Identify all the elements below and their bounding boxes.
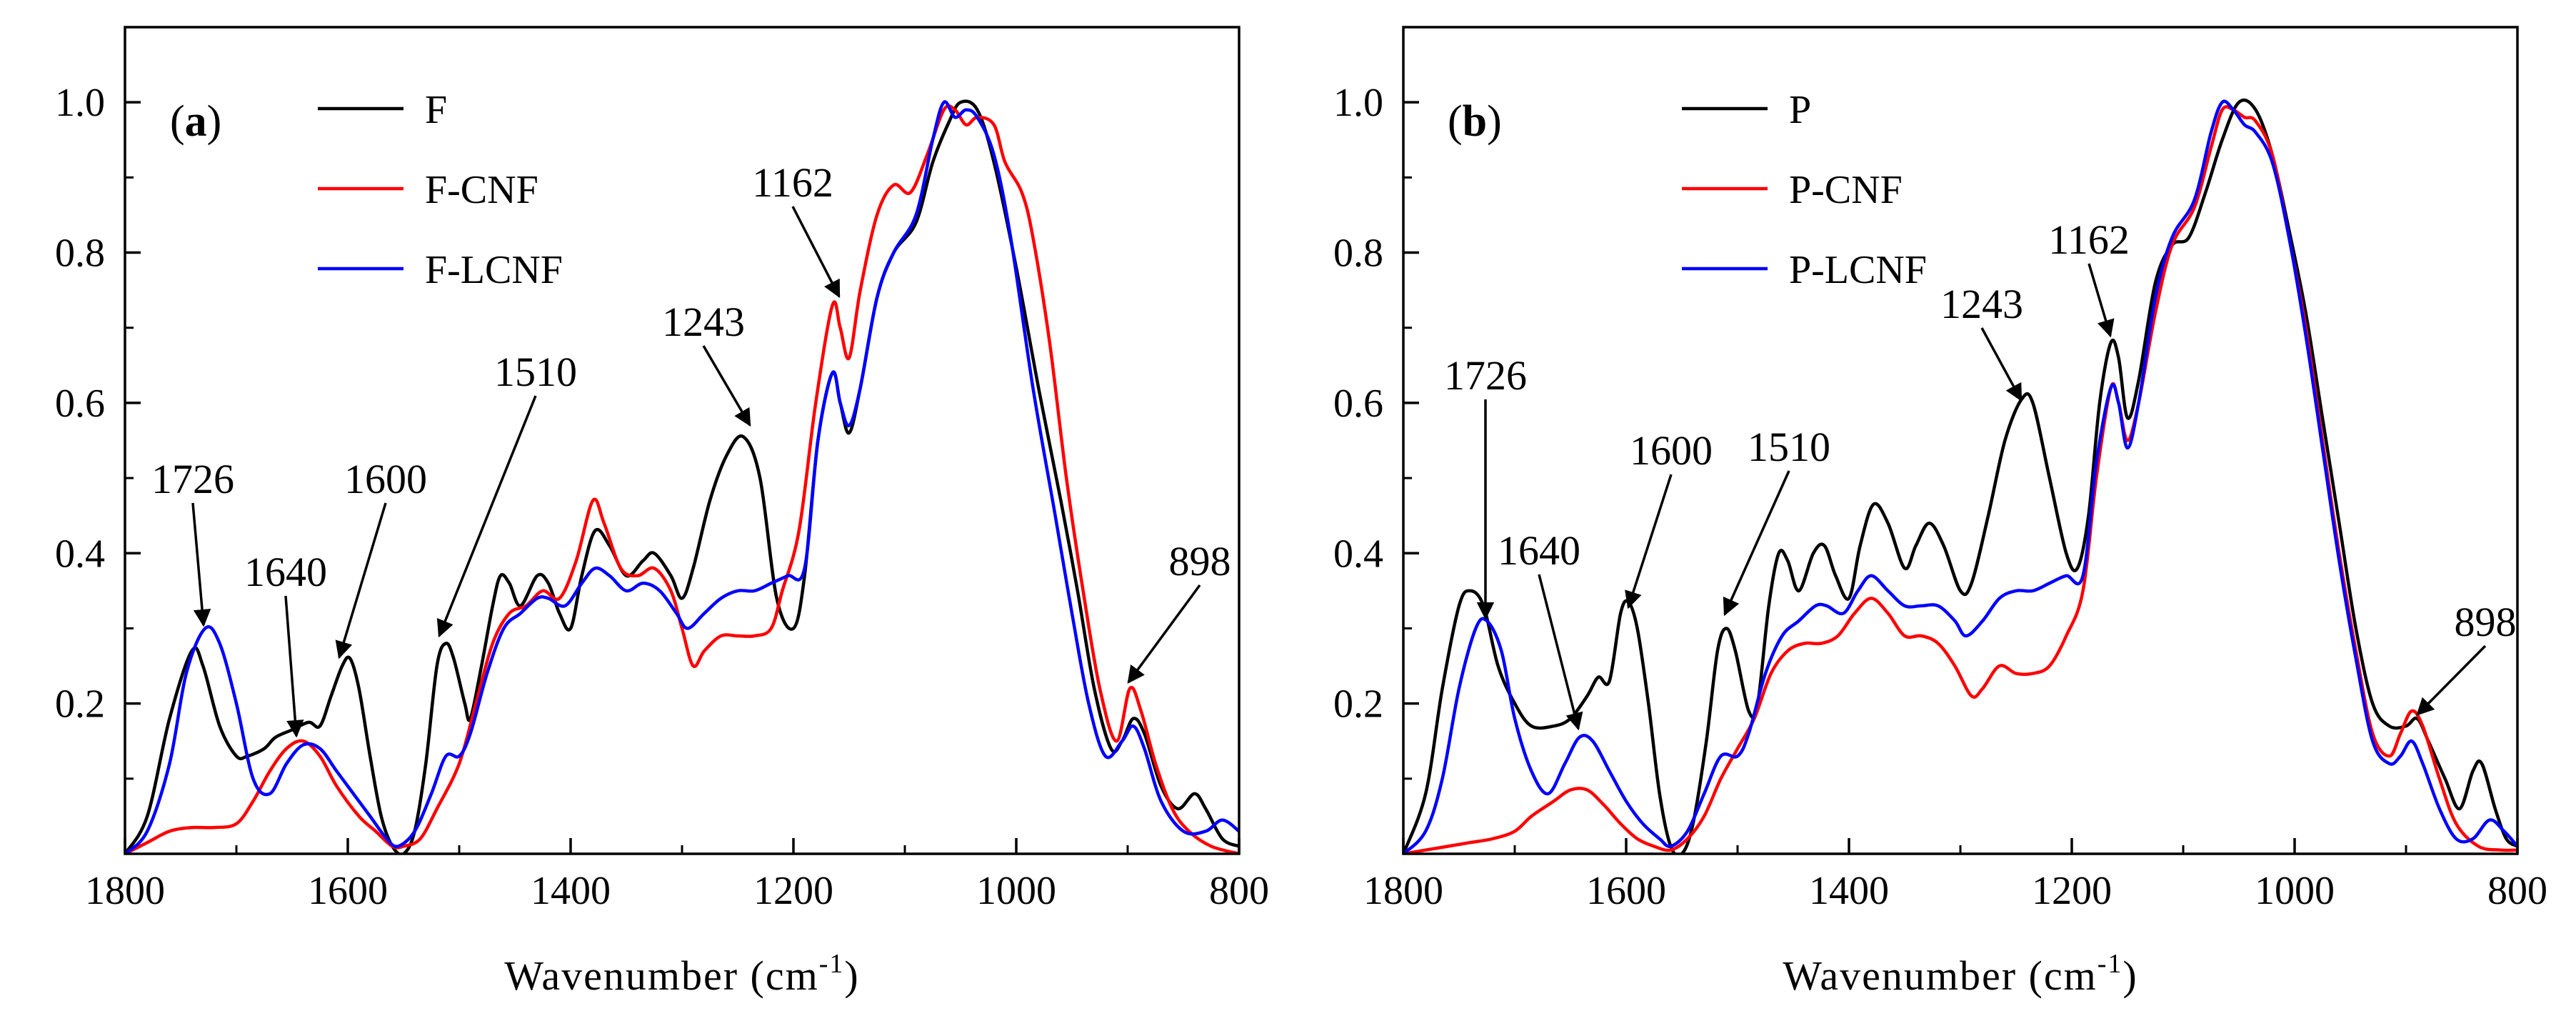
peak-arrow	[2088, 263, 2115, 338]
x-tick-label: 1800	[1363, 869, 1443, 913]
x-tick-label: 800	[2487, 869, 2547, 913]
series-line-f-lcnf	[125, 100, 1239, 854]
x-tick-label: 1200	[753, 869, 833, 913]
peak-arrow	[1538, 574, 1583, 731]
y-tick-label: 0.2	[55, 682, 105, 727]
peak-arrow	[1723, 470, 1790, 617]
peak-label: 1510	[494, 349, 577, 395]
x-axis-label: Wavenumber (cm-1)	[504, 949, 859, 999]
panel-label: (b)	[1448, 97, 1502, 146]
y-tick-label: 0.4	[1333, 532, 1383, 576]
peak-arrow	[1980, 327, 2023, 402]
peak-label: 1162	[2048, 216, 2130, 263]
plot-frame	[1402, 26, 2519, 855]
series-line-p-lcnf	[1403, 99, 2517, 854]
panel-b: 1800 1600 1400 1200 1000 800 0.2 0.4 0.6 0.8 1.0 Wa…	[1333, 26, 2547, 999]
x-tick-label: 800	[1209, 869, 1269, 913]
peak-label: 1243	[1940, 281, 2023, 327]
peak-arrow	[702, 345, 751, 427]
y-tick-label: 0.4	[55, 532, 105, 576]
peak-arrow	[791, 206, 841, 299]
peak-label: 1162	[752, 159, 833, 206]
x-tick-label: 1600	[1586, 869, 1666, 913]
x-tick-label: 1600	[308, 869, 388, 913]
y-tick-label: 0.6	[55, 382, 105, 426]
peak-label: 1600	[1630, 427, 1713, 474]
peak-arrow	[2416, 644, 2487, 716]
legend-label: P	[1789, 88, 1811, 132]
series-line-f	[125, 99, 1239, 854]
panel-label: (a)	[170, 97, 221, 146]
peak-arrow	[335, 502, 387, 659]
legend-label: F-LCNF	[425, 248, 563, 292]
y-tick-label: 1.0	[1333, 81, 1383, 125]
panel-a: 1800 1600 1400 1200 1000 800 0.2 0.4 0.6 0.8 1.0 Wa…	[55, 26, 1269, 999]
peak-arrow	[1127, 584, 1201, 684]
peak-label: 1640	[1498, 527, 1580, 574]
x-tick-label: 1400	[1809, 869, 1889, 913]
peak-label: 898	[2455, 599, 2517, 645]
legend-label: P-CNF	[1789, 168, 1903, 212]
peak-arrow	[191, 502, 211, 627]
y-tick-label: 0.6	[1333, 382, 1383, 426]
peak-label: 1510	[1748, 424, 1830, 470]
y-tick-label: 0.8	[55, 231, 105, 276]
peak-label: 1243	[662, 299, 745, 345]
peak-arrow	[436, 395, 537, 638]
peak-label: 1640	[244, 549, 327, 595]
peak-label: 1726	[1444, 352, 1527, 399]
peak-label: 1726	[151, 456, 234, 502]
x-tick-label: 1000	[2255, 869, 2335, 913]
y-tick-label: 0.8	[1333, 231, 1383, 276]
x-tick-label: 1400	[531, 869, 611, 913]
x-tick-label: 1000	[976, 869, 1056, 913]
y-tick-label: 0.2	[1333, 682, 1383, 727]
peak-label: 898	[1169, 538, 1231, 584]
y-tick-label: 1.0	[55, 81, 105, 125]
x-tick-label: 1200	[2032, 869, 2112, 913]
peak-arrow	[1625, 474, 1673, 609]
series-line-p	[1403, 98, 2517, 854]
series-line-f-cnf	[125, 104, 1239, 854]
legend-label: F-CNF	[425, 168, 538, 212]
x-axis-label: Wavenumber (cm-1)	[1783, 949, 2138, 999]
peak-arrow	[284, 595, 304, 738]
legend-label: P-LCNF	[1789, 248, 1927, 292]
x-tick-label: 1800	[85, 869, 165, 913]
peak-label: 1600	[344, 456, 427, 502]
legend-label: F	[425, 88, 447, 132]
series-line-p-cnf	[1403, 105, 2517, 854]
